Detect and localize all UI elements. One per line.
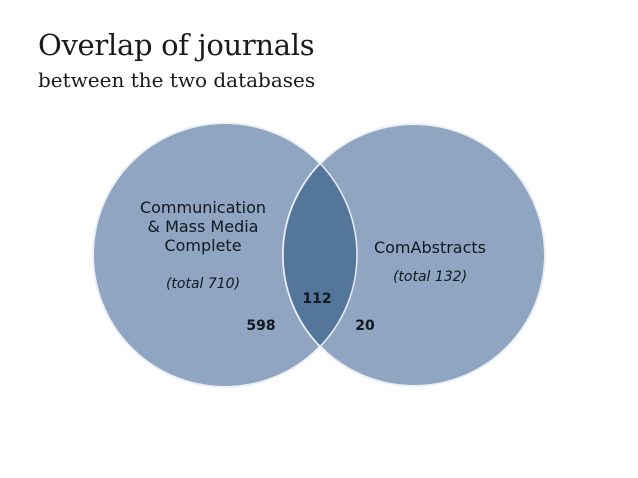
left-set-total: (total 710) (165, 276, 241, 292)
venn-circle-left-outline (92, 122, 358, 388)
left-set-name-line-3: Complete (164, 236, 242, 255)
left-set-name-line-1: Communication (139, 198, 267, 217)
slide-subtitle: between the two databases (38, 68, 316, 92)
right-only-count: 20 (355, 318, 375, 334)
venn-circle-right-outline (282, 123, 546, 387)
left-only-count: 598 (246, 318, 276, 334)
slide-title: Overlap of journals (38, 28, 315, 62)
right-set-total: (total 132) (392, 269, 468, 285)
right-set-name: ComAbstracts (373, 238, 487, 257)
left-set-name: Communication & Mass Media Complete (118, 198, 288, 255)
overlap-count: 112 (302, 291, 332, 307)
left-set-name-line-2: & Mass Media (147, 217, 259, 236)
